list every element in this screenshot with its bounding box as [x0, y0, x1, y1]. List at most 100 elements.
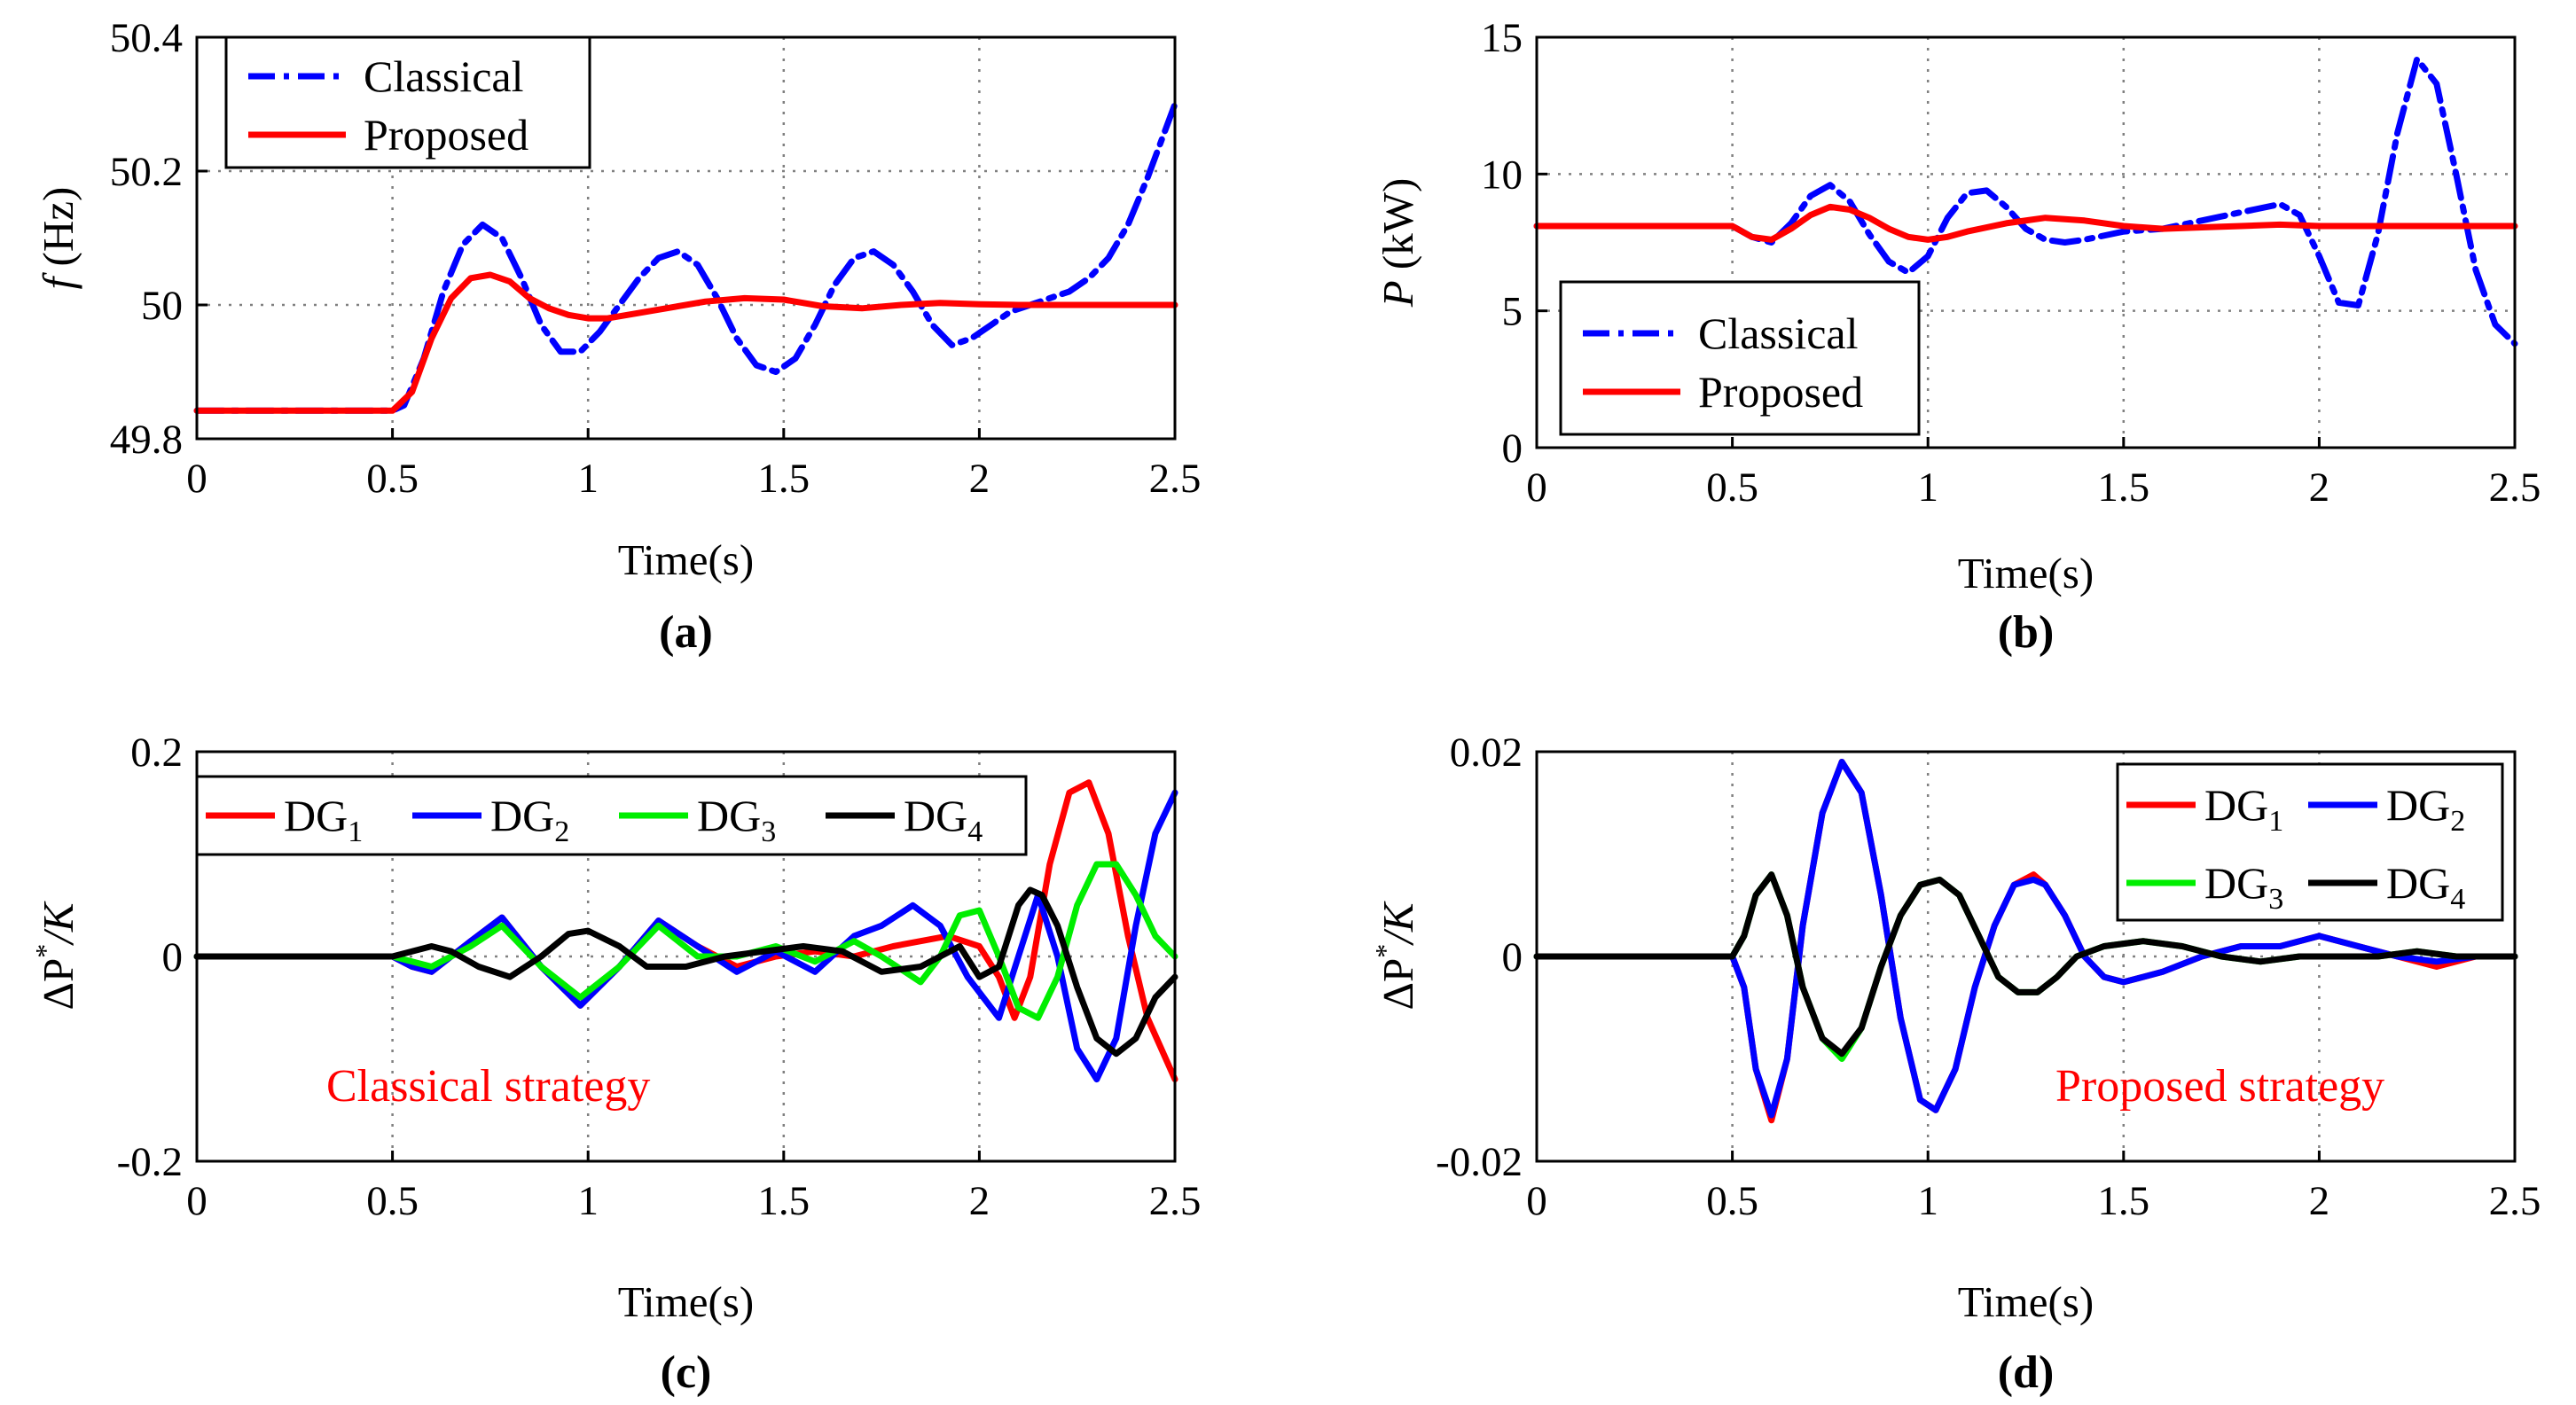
- legend-box: [2116, 762, 2504, 922]
- series-line-proposed: [193, 271, 1178, 414]
- legend-label-base: DG: [2204, 858, 2268, 908]
- legend-label-base: DG: [2386, 858, 2450, 908]
- legend-label-subscript: 1: [2268, 805, 2283, 838]
- y-tick-label: 50.4: [110, 15, 183, 61]
- legend-box: [1559, 280, 1921, 436]
- x-axis-label: Time(s): [618, 535, 754, 584]
- x-tick-label: 0.5: [1706, 1178, 1758, 1224]
- x-tick-label: 0: [186, 1178, 207, 1224]
- y-tick-label: 5: [1502, 289, 1523, 335]
- series-line-classical: [1533, 56, 2518, 347]
- x-tick-label: 0.5: [366, 1178, 419, 1224]
- x-tick-label: 2: [2309, 464, 2330, 511]
- y-tick-label: 0.2: [130, 730, 183, 776]
- legend-label-subscript: 2: [2450, 805, 2465, 838]
- figure-caption: (b): [1998, 607, 2055, 658]
- legend-label-subscript: 4: [967, 816, 983, 848]
- y-axis-label: P (kW): [1374, 178, 1422, 308]
- legend: Classical Proposed: [224, 35, 591, 169]
- plot-frame: [195, 35, 1177, 441]
- legend-label-base: DG: [2386, 780, 2450, 830]
- figure-caption: (d): [1998, 1347, 2055, 1398]
- x-tick-label: 2: [969, 456, 990, 502]
- y-axis-label-symbol: P: [1374, 280, 1422, 308]
- legend-label: DG3: [697, 791, 776, 848]
- x-tick-label: 1: [1917, 1178, 1938, 1224]
- x-tick-label: 2.5: [2489, 1178, 2541, 1224]
- x-tick-label: 2.5: [1149, 1178, 1202, 1224]
- legend-label: DG2: [2386, 780, 2465, 838]
- legend-label: Classical: [364, 51, 524, 101]
- y-axis-label-tail: /K: [1374, 901, 1422, 947]
- x-tick-label: 2.5: [2489, 464, 2541, 511]
- legend-label: DG4: [904, 791, 983, 848]
- y-tick-label: 0.02: [1450, 730, 1523, 776]
- x-axis-label: Time(s): [1958, 549, 2094, 597]
- chart-panel-b: 0 0.5 1 1.5 2 2.5 0 5 10 15 Time(s) (b) P (kW) Classi…: [1374, 15, 2541, 658]
- series-line-proposed: [1533, 203, 2518, 243]
- x-tick-label: 0: [1526, 464, 1547, 511]
- x-tick-label: 1.5: [757, 1178, 810, 1224]
- x-tick-label: 0.5: [366, 456, 419, 502]
- series-line-dg4: [1533, 871, 2518, 1058]
- x-tick-label: 1.5: [757, 456, 810, 502]
- y-tick-label: 0: [1502, 425, 1523, 472]
- y-tick-label: -0.2: [117, 1139, 183, 1185]
- legend-label: Proposed: [364, 110, 529, 160]
- chart-panel-d: 0 0.5 1 1.5 2 2.5-0.0200.02Time(s)(d)ΔP*/KPro…: [1369, 730, 2541, 1398]
- y-axis-label-superscript: *: [1369, 944, 1401, 958]
- y-axis-label: f (Hz): [34, 187, 82, 290]
- x-tick-label: 2: [2309, 1178, 2330, 1224]
- x-tick-label: 0: [186, 456, 207, 502]
- x-tick-label: 0: [1526, 1178, 1547, 1224]
- x-tick-label: 1.5: [2097, 464, 2149, 511]
- legend-label: Classical: [1698, 308, 1859, 358]
- y-axis-label-unit: (Hz): [34, 187, 82, 277]
- legend-box: [224, 35, 591, 169]
- chart-panel-c: 0 0.5 1 1.5 2 2.5-0.200.2Time(s)(c)ΔP*/KClass…: [29, 730, 1201, 1398]
- legend-label-base: DG: [284, 791, 348, 840]
- legend-label-base: DG: [697, 791, 761, 840]
- x-tick-label: 1: [1917, 464, 1938, 511]
- y-axis-label: ΔP*/K: [29, 901, 82, 1010]
- y-axis-label-superscript: *: [29, 944, 61, 958]
- strategy-annotation: Classical strategy: [326, 1061, 650, 1112]
- legend-label-subscript: 2: [554, 816, 569, 848]
- y-axis-label-symbol: ΔP: [34, 958, 82, 1011]
- x-tick-label: 1: [577, 456, 599, 502]
- y-axis-label-symbol: ΔP: [1374, 958, 1422, 1011]
- legend-label-base: DG: [904, 791, 967, 840]
- legend-label-subscript: 1: [348, 816, 363, 848]
- y-tick-label: 0: [1502, 934, 1523, 980]
- legend-label: DG3: [2204, 858, 2283, 916]
- y-axis-label-tail: /K: [34, 901, 82, 947]
- plot-frame: [1535, 35, 2517, 449]
- legend-label-base: DG: [2204, 780, 2268, 830]
- series-line-dg2: [193, 789, 1178, 1083]
- figure-caption: (a): [659, 607, 713, 658]
- y-axis-label-unit: (kW): [1374, 178, 1422, 281]
- series-line-dg3: [193, 861, 1178, 1021]
- x-axis-label: Time(s): [1958, 1277, 2094, 1326]
- y-tick-label: 10: [1481, 152, 1523, 198]
- legend-label-subscript: 4: [2450, 883, 2465, 916]
- legend-label-subscript: 3: [761, 816, 776, 848]
- x-tick-label: 2: [969, 1178, 990, 1224]
- legend-label-base: DG: [490, 791, 554, 840]
- y-tick-label: 50: [141, 283, 183, 329]
- legend-label: DG2: [490, 791, 569, 848]
- legend-label: DG4: [2386, 858, 2465, 916]
- x-tick-label: 1: [577, 1178, 599, 1224]
- x-axis-label: Time(s): [618, 1277, 754, 1326]
- legend-label: DG1: [284, 791, 363, 848]
- x-tick-label: 0.5: [1706, 464, 1758, 511]
- y-tick-label: -0.02: [1436, 1139, 1523, 1185]
- y-tick-label: 0: [162, 934, 184, 980]
- legend-label: Proposed: [1698, 367, 1863, 417]
- figure-caption: (c): [661, 1347, 712, 1398]
- y-tick-label: 15: [1481, 15, 1523, 61]
- series-line-dg4: [193, 886, 1178, 1058]
